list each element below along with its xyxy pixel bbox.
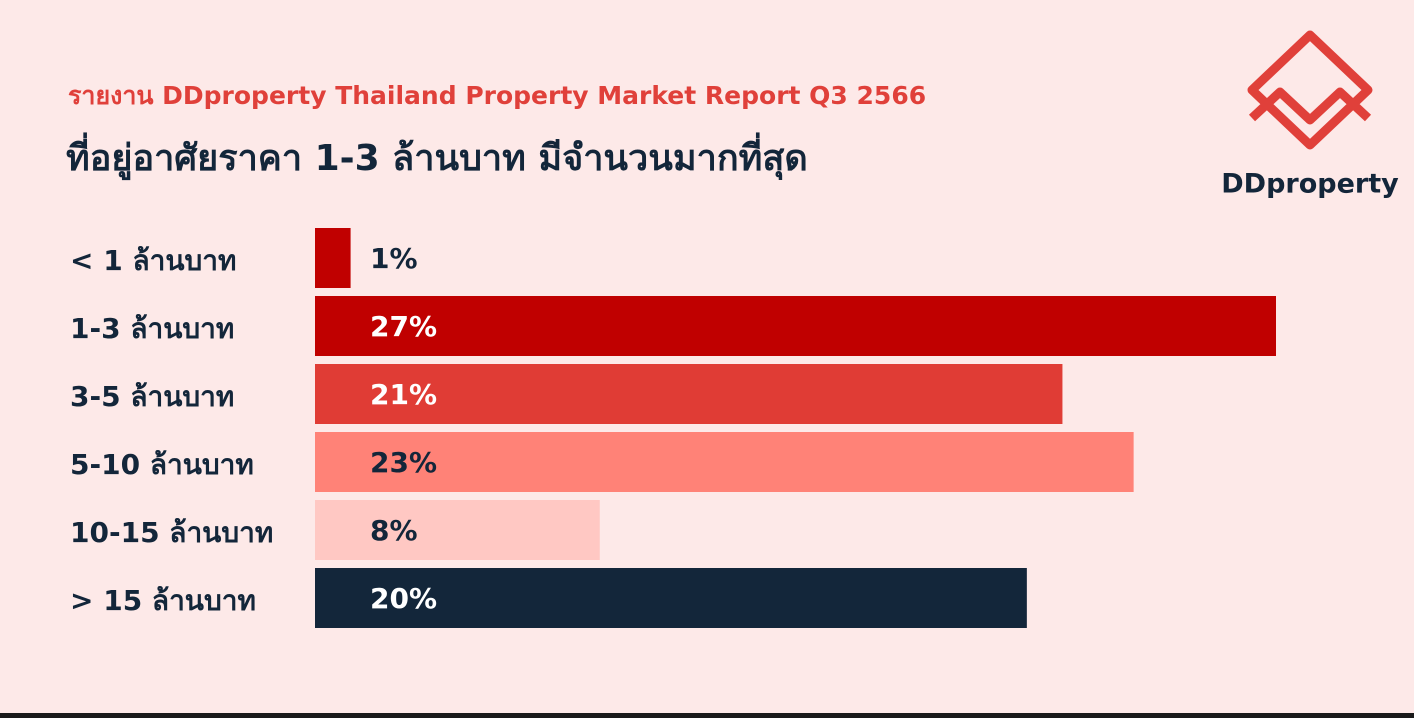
bar — [315, 500, 600, 560]
bottom-edge — [0, 713, 1414, 718]
logo-shape — [1247, 30, 1373, 150]
chart-subtitle: รายงาน DDproperty Thailand Property Mark… — [68, 81, 926, 110]
logo-shape — [1248, 87, 1372, 125]
bar — [315, 228, 351, 288]
category-label: 10-15 ล้านบาท — [70, 516, 273, 549]
bar — [315, 296, 1276, 356]
chart-title: ที่อยู่อาศัยราคา 1-3 ล้านบาท มีจำนวนมากท… — [66, 132, 808, 181]
value-label: 8% — [370, 514, 418, 547]
bar — [315, 568, 1027, 628]
value-label: 20% — [370, 582, 437, 615]
value-label: 27% — [370, 310, 437, 343]
value-label: 1% — [370, 242, 418, 275]
logo-icon — [1247, 30, 1373, 150]
bar — [315, 364, 1063, 424]
value-label: 21% — [370, 378, 437, 411]
category-label: 3-5 ล้านบาท — [70, 380, 234, 413]
value-label: 23% — [370, 446, 437, 479]
category-label: 5-10 ล้านบาท — [70, 448, 254, 481]
category-label: > 15 ล้านบาท — [70, 584, 256, 617]
logo-text: DDproperty — [1221, 169, 1399, 200]
category-label: 1-3 ล้านบาท — [70, 312, 234, 345]
category-label: < 1 ล้านบาท — [70, 244, 236, 277]
bar — [315, 432, 1134, 492]
